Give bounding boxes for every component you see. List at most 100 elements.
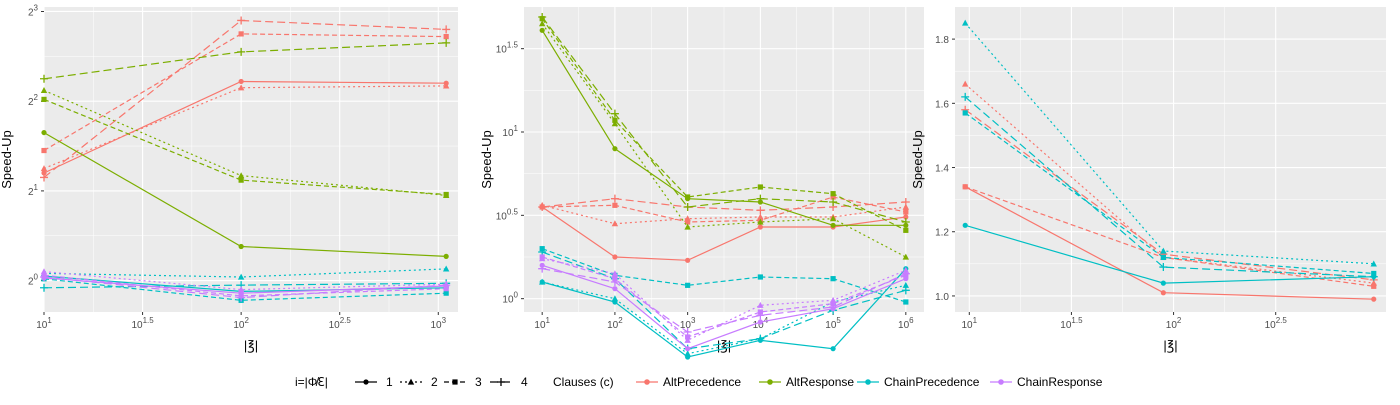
tick-label: 100.5 [496, 207, 519, 222]
data-point-triangle [962, 19, 969, 26]
data-point-square [443, 34, 449, 40]
series-chainprecedence-i4 [961, 92, 1378, 281]
legend-shape-item-3: 3 [444, 375, 482, 389]
data-point-square [238, 31, 244, 37]
legend-shape-label: 1 [386, 375, 393, 389]
data-point-square [41, 147, 47, 154]
data-point-square [903, 209, 909, 215]
data-point-square [452, 379, 458, 385]
tick-label: 101 [36, 316, 52, 331]
series-line [43, 19, 447, 178]
data-point-circle [903, 214, 909, 220]
data-point-circle [443, 253, 449, 259]
data-point-plus [901, 269, 910, 278]
data-point-triangle [611, 120, 619, 127]
data-point-plus [237, 47, 246, 56]
data-point-circle [41, 129, 47, 136]
data-point-triangle [442, 265, 450, 272]
data-point-circle [757, 224, 763, 230]
data-point-square [962, 110, 968, 116]
data-point-triangle [684, 223, 691, 230]
data-point-plus [756, 194, 765, 203]
data-point-circle [1160, 290, 1166, 296]
legend-shape-label: 3 [475, 375, 482, 389]
series-line [43, 89, 447, 196]
panels: 20 21 22 23 101 101.5 102 102.5 103 |℥| Speed-Up 10… [0, 3, 1386, 360]
data-point-plus [538, 264, 547, 273]
legend-shape-label: 2 [431, 375, 438, 389]
data-point-plus [961, 92, 970, 101]
tick-label: 102.5 [1265, 316, 1288, 331]
data-point-plus [683, 328, 692, 336]
data-point-plus [756, 334, 765, 343]
data-point-triangle [611, 220, 619, 227]
tick-label: 101.5 [496, 41, 519, 56]
data-point-plus [442, 25, 451, 34]
data-point-triangle [40, 165, 48, 172]
data-point-square [830, 191, 836, 197]
series-chainprecedence-i2 [962, 19, 1377, 267]
data-point-square [685, 194, 691, 200]
data-point-circle [1160, 280, 1166, 286]
data-point-triangle [902, 281, 910, 288]
data-point-plus [610, 278, 619, 286]
data-point-square [1371, 283, 1377, 289]
series-altresponse-i3 [41, 96, 449, 198]
data-point-triangle [611, 270, 619, 277]
data-point-circle [962, 222, 968, 228]
data-point-plus [40, 273, 48, 282]
data-point-square [685, 219, 691, 225]
legend-shape-title: i=|Φ̸ℇ| [295, 375, 328, 389]
data-point-circle [612, 146, 618, 152]
data-point-circle [830, 222, 836, 228]
legend-shape-item-1: 1 [355, 375, 393, 389]
data-point-triangle [757, 301, 764, 308]
chart-panel-1: 20 21 22 23 101 101.5 102 102.5 103 |℥| Speed-Up [0, 3, 458, 353]
series-line [542, 204, 906, 225]
data-point-triangle [611, 295, 619, 302]
data-point-circle [685, 257, 691, 263]
data-point-circle [238, 243, 244, 250]
legend-color-swatch [998, 379, 1004, 385]
legend-color-item-altresponse: AltResponse [759, 375, 854, 389]
series-chainresponse-i4 [40, 273, 451, 302]
data-point-square [1160, 254, 1166, 261]
data-point-triangle [684, 336, 691, 343]
chart-panel-3: 1.0 1.2 1.4 1.6 1.8 101 101.5 102 102.5 |℥| Speed-… [910, 7, 1386, 353]
data-point-plus [901, 218, 910, 226]
data-point-plus [1369, 272, 1378, 281]
data-point-triangle [829, 215, 837, 222]
data-point-triangle [538, 20, 546, 27]
data-point-circle [363, 379, 369, 385]
data-point-triangle [237, 84, 245, 91]
tick-label: 22 [28, 93, 39, 108]
series-line [541, 18, 907, 231]
data-point-square [539, 254, 545, 260]
data-point-square [238, 177, 244, 183]
data-point-square [685, 282, 691, 288]
legend-color-item-altprecedence: AltPrecedence [636, 375, 741, 389]
series-altresponse-i2 [538, 20, 910, 260]
data-point-plus [538, 203, 547, 211]
series-altresponse-i4 [538, 13, 910, 226]
tick-label: 23 [28, 3, 39, 18]
tick-label: 1.0 [935, 292, 949, 303]
data-point-triangle [757, 218, 764, 225]
series-line [43, 85, 447, 170]
data-point-square [612, 117, 618, 123]
legend-shape-items: 1 2 3 4 [355, 375, 528, 389]
data-point-square [685, 334, 691, 340]
data-point-circle [539, 27, 545, 33]
data-point-square [830, 276, 836, 282]
series-line [542, 256, 907, 338]
tick-label: 105 [825, 316, 841, 331]
data-point-square [41, 96, 47, 102]
data-point-plus [538, 13, 547, 21]
data-point-plus [40, 283, 48, 292]
data-point-circle [830, 346, 836, 352]
x-axis-title: |℥| [244, 338, 258, 353]
series-line [542, 268, 907, 333]
data-point-plus [610, 194, 619, 203]
